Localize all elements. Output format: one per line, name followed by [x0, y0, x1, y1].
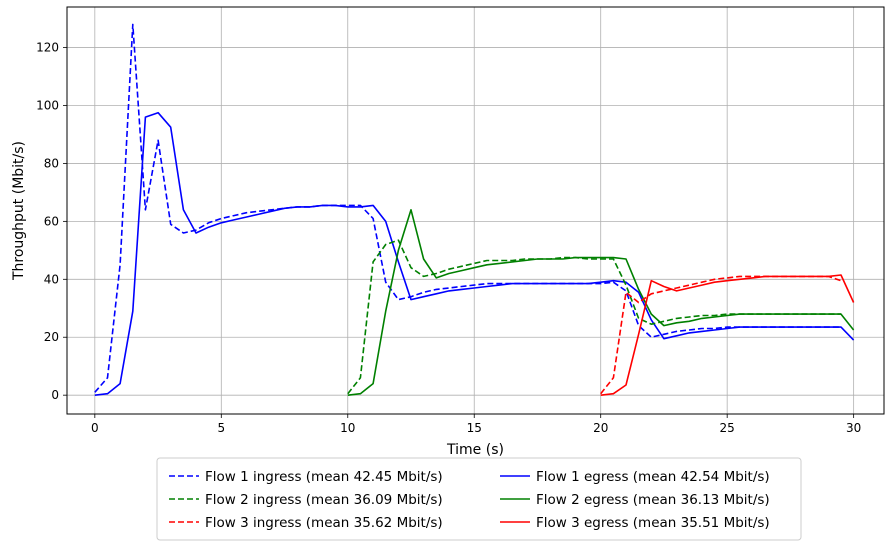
y-tick-label: 0 — [51, 388, 59, 402]
legend-label-5: Flow 3 ingress (mean 35.62 Mbit/s) — [205, 515, 443, 531]
y-tick-label: 40 — [44, 272, 59, 286]
legend-label-6: Flow 3 egress (mean 35.51 Mbit/s) — [536, 515, 770, 531]
legend-label-1: Flow 1 ingress (mean 42.45 Mbit/s) — [205, 469, 443, 485]
x-tick-label: 0 — [91, 421, 99, 435]
legend-label-4: Flow 2 egress (mean 36.13 Mbit/s) — [536, 492, 770, 508]
x-tick-label: 20 — [593, 421, 608, 435]
legend-label-3: Flow 2 ingress (mean 36.09 Mbit/s) — [205, 492, 443, 508]
x-axis-label: Time (s) — [446, 442, 504, 458]
y-tick-label: 80 — [44, 156, 59, 170]
series-line-4 — [347, 209, 855, 396]
legend: Flow 1 ingress (mean 42.45 Mbit/s) Flow 1… — [156, 457, 802, 541]
y-axis-label: Throughput (Mbit/s) — [11, 141, 27, 281]
y-tick-label: 120 — [36, 41, 59, 55]
x-tick-label: 10 — [340, 421, 355, 435]
x-tick-label: 5 — [217, 421, 225, 435]
y-tick-label: 20 — [44, 330, 59, 344]
grid — [67, 7, 884, 414]
y-tick-label: 100 — [36, 98, 59, 112]
x-tick-label: 15 — [467, 421, 482, 435]
x-tick-label: 25 — [720, 421, 735, 435]
series-line-6 — [600, 274, 855, 396]
series-line-1 — [94, 23, 841, 393]
series-line-2 — [94, 111, 855, 396]
series-lines — [94, 23, 855, 396]
y-tick-label: 60 — [44, 214, 59, 228]
legend-label-2: Flow 1 egress (mean 42.54 Mbit/s) — [536, 469, 770, 485]
plot-frame — [66, 6, 885, 415]
legend-box — [156, 457, 802, 541]
x-tick-label: 30 — [846, 421, 861, 435]
axis-ticks: 0 5 10 15 20 25 30 0 20 40 60 80 100 120 — [36, 41, 861, 435]
